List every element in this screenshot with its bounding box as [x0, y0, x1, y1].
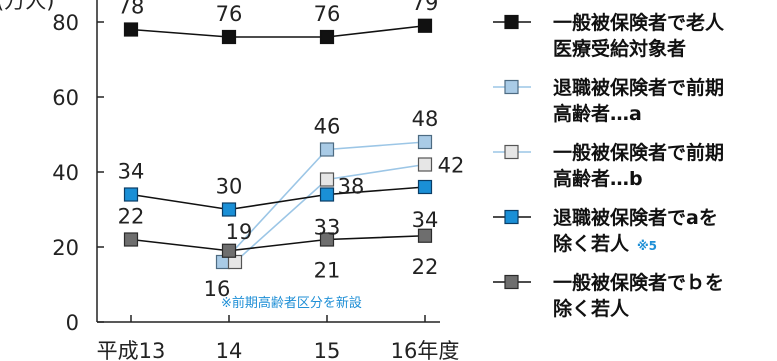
- annotation-note: ※前期高齢者区分を新設: [221, 295, 362, 311]
- data-point: [417, 228, 433, 243]
- legend-label: 高齢者…a: [553, 102, 642, 125]
- legend-marker: [504, 144, 519, 160]
- data-point: [123, 232, 139, 247]
- data-point: [221, 243, 237, 258]
- data-label: 76: [314, 2, 341, 26]
- y-axis-label: (万人): [0, 0, 54, 13]
- data-point: [417, 157, 433, 172]
- y-tick-label: 60: [52, 86, 79, 110]
- legend-label: 一般被保険者でｂを: [553, 271, 724, 294]
- data-label: 21: [314, 259, 341, 283]
- data-label: 38: [338, 175, 365, 199]
- legend-marker: [504, 79, 519, 95]
- x-tick-label: 16年度: [391, 339, 460, 361]
- y-tick-label: 20: [52, 236, 79, 260]
- series-markers: [123, 18, 433, 270]
- data-point: [123, 22, 139, 37]
- data-label: 46: [314, 115, 341, 139]
- y-tick-label: 40: [52, 161, 79, 185]
- data-label: 78: [118, 0, 145, 19]
- data-point: [417, 134, 433, 150]
- data-labels: 78 76 76 79 46 48 16 38 42 34 30 33 34 22 19 21 22: [118, 0, 465, 301]
- axes: 0 20 40 60 80 平成13 14 15 16年度: [52, 0, 459, 361]
- legend-label: 退職被保険者で前期: [553, 76, 724, 99]
- data-point: [319, 29, 335, 45]
- x-tick-label: 平成13: [97, 339, 166, 361]
- data-point: [319, 142, 335, 157]
- series-lines: [130, 24, 426, 263]
- data-label: 34: [412, 208, 439, 232]
- data-label: 42: [438, 154, 465, 178]
- data-point: [319, 187, 335, 202]
- data-label: 33: [314, 216, 341, 240]
- series-line: [130, 234, 426, 252]
- legend-label: 一般被保険者で前期: [553, 141, 724, 164]
- data-label: 48: [412, 107, 439, 131]
- data-label: 19: [226, 220, 253, 244]
- data-point: [221, 29, 237, 45]
- data-point: [417, 179, 433, 195]
- legend-label: 除く若人: [553, 297, 630, 320]
- data-label: 22: [412, 255, 439, 279]
- data-point: [221, 202, 237, 217]
- x-tick-label: 14: [216, 339, 243, 361]
- data-point: [319, 232, 335, 247]
- data-label: 16: [204, 277, 231, 301]
- data-point: [319, 172, 335, 187]
- legend-footnote: ※5: [637, 239, 657, 253]
- series-line: [130, 24, 426, 38]
- data-point: [123, 187, 139, 202]
- data-label: 79: [412, 0, 439, 15]
- legend-marker: [504, 14, 519, 30]
- y-tick-label: 80: [52, 11, 79, 35]
- legend-label: 除く若人 ※5: [553, 232, 657, 255]
- x-tick-label: 15: [314, 339, 341, 361]
- legend-label: 高齢者…b: [553, 167, 643, 190]
- legend-marker: [504, 274, 519, 290]
- data-label: 30: [216, 175, 243, 199]
- data-label: 34: [118, 160, 145, 184]
- legend-label: 退職被保険者でaを: [553, 206, 718, 229]
- legend-marker: [504, 209, 519, 225]
- legend-label: 医療受給対象者: [553, 37, 686, 60]
- data-label: 22: [118, 205, 145, 229]
- data-label: 76: [216, 2, 243, 26]
- y-tick-label: 0: [66, 311, 79, 335]
- data-point: [417, 18, 433, 33]
- series-line: [130, 186, 426, 211]
- legend-label: 一般被保険者で老人: [553, 11, 725, 34]
